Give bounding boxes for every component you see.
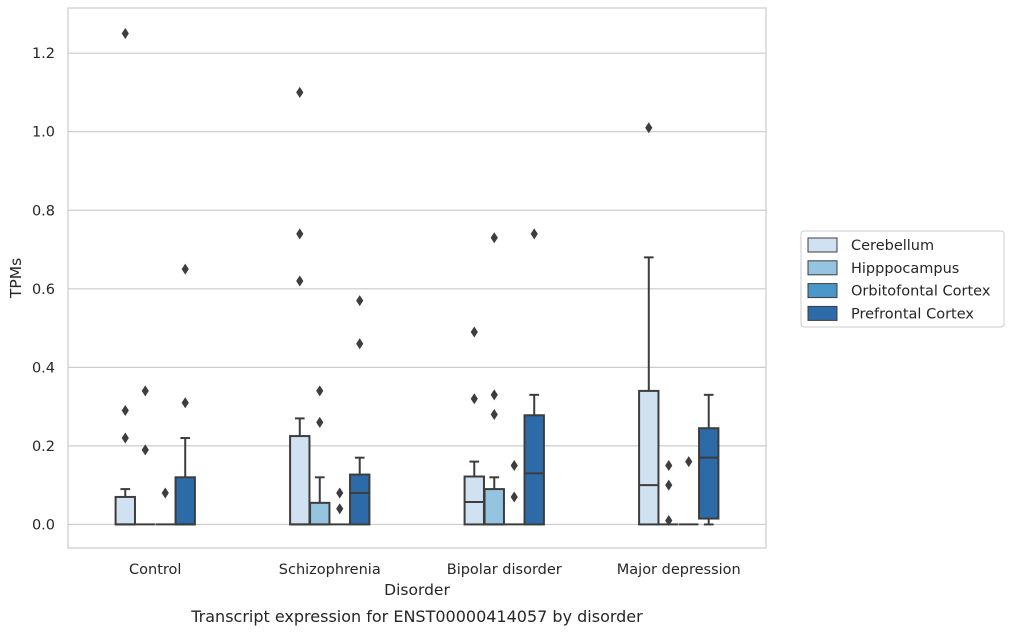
outlier-point (316, 416, 324, 428)
outlier-point (665, 460, 673, 472)
box-2-3 (523, 228, 545, 526)
box-1-0 (289, 86, 311, 526)
box-3-2 (679, 456, 699, 526)
legend-label: Cerebellum (851, 238, 934, 254)
outlier-point (336, 503, 344, 515)
box-3-0 (638, 122, 660, 526)
outlier-point (336, 487, 344, 499)
box-0-0 (114, 28, 136, 526)
box-2-2 (504, 460, 524, 526)
outlier-point (161, 487, 169, 499)
legend-swatch (807, 305, 838, 321)
x-axis-ticks: Control Schizophrenia Bipolar disorder Majo… (129, 562, 741, 578)
legend-frame (800, 230, 1005, 328)
box-body (174, 476, 196, 526)
outlier-point (121, 405, 129, 417)
outlier-point (530, 228, 538, 240)
box-3-1 (659, 460, 679, 527)
box-body (349, 473, 371, 526)
legend-swatch (807, 237, 838, 253)
x-tick-label: Schizophrenia (279, 562, 381, 578)
outlier-point (645, 122, 653, 134)
x-tick-label: Bipolar disorder (447, 562, 562, 578)
box-body (309, 501, 331, 526)
outlier-point (296, 86, 304, 98)
outlier-point (490, 389, 498, 401)
outlier-point (121, 28, 129, 40)
outlier-point (181, 397, 189, 409)
outlier-point (356, 338, 364, 350)
outlier-point (141, 444, 149, 456)
y-tick-label: 1.2 (32, 46, 55, 62)
box-body (289, 435, 311, 526)
outlier-point (316, 385, 324, 397)
y-tick-label: 0.0 (32, 517, 55, 533)
box-1-1 (309, 385, 331, 526)
outlier-point (510, 460, 518, 472)
outlier-point (685, 456, 693, 468)
outlier-point (296, 275, 304, 287)
outlier-point (665, 479, 673, 491)
y-tick-label: 0.4 (32, 360, 55, 376)
x-tick-label: Control (129, 562, 181, 578)
y-tick-label: 1.0 (32, 125, 55, 141)
outlier-point (510, 491, 518, 503)
y-tick-label: 0.6 (32, 282, 55, 298)
outlier-point (665, 515, 673, 527)
grid-lines (68, 52, 766, 526)
outlier-point (296, 228, 304, 240)
box-0-3 (174, 263, 196, 526)
legend-label: Hipppocampus (851, 261, 959, 277)
outlier-point (356, 295, 364, 307)
chart-caption: Transcript expression for ENST0000041405… (190, 607, 643, 626)
box-3-3 (698, 393, 720, 526)
y-tick-label: 0.8 (32, 203, 55, 219)
box-body (463, 475, 485, 526)
box-0-1 (135, 385, 155, 526)
legend-swatch (807, 283, 838, 299)
outlier-point (181, 263, 189, 275)
box-body (114, 495, 136, 526)
outlier-point (470, 393, 478, 405)
box-body (698, 427, 720, 520)
y-tick-label: 0.2 (32, 439, 55, 455)
y-axis-ticks: 0.0 0.2 0.4 0.6 0.8 1.0 1.2 (32, 46, 55, 533)
box-body (638, 389, 660, 526)
box-1-2 (330, 487, 350, 526)
outlier-point (141, 385, 149, 397)
legend: Cerebellum Hipppocampus Orbitofontal Corte… (800, 230, 1005, 328)
box-body (523, 414, 545, 526)
legend-swatch (807, 260, 838, 276)
box-body (483, 488, 505, 526)
y-axis-label: TPMs (7, 258, 25, 299)
legend-label: Prefrontal Cortex (851, 306, 974, 322)
box-1-3 (349, 295, 371, 526)
box-plot-area (114, 28, 720, 527)
box-0-2 (155, 487, 175, 526)
box-2-1 (483, 232, 505, 526)
box-2-0 (463, 326, 485, 526)
outlier-point (121, 432, 129, 444)
x-axis-label: Disorder (384, 581, 450, 599)
x-tick-label: Major depression (617, 562, 741, 578)
plot-frame (67, 7, 767, 549)
outlier-point (490, 408, 498, 420)
outlier-point (490, 232, 498, 244)
legend-label: Orbitofontal Cortex (851, 284, 991, 300)
outlier-point (470, 326, 478, 338)
